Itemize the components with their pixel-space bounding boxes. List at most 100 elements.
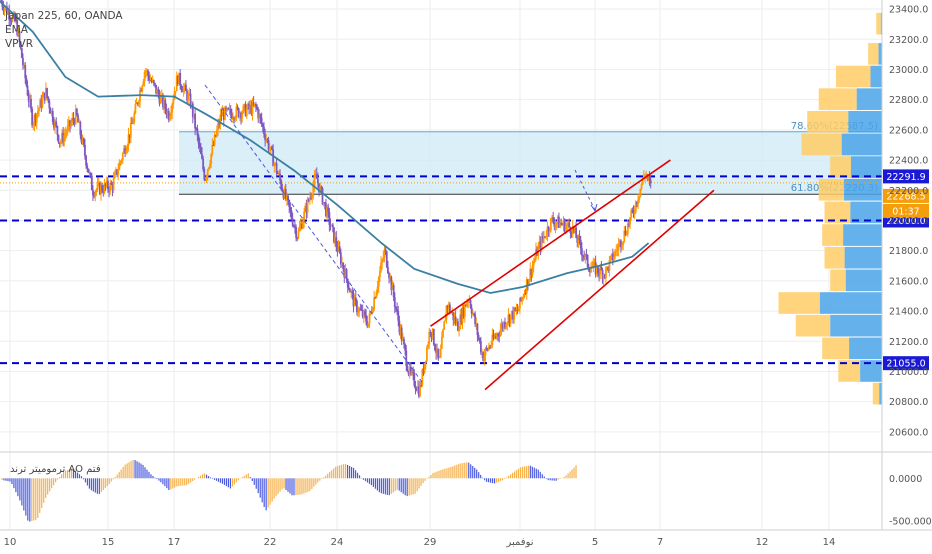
axes [0, 0, 932, 531]
candle-body [229, 108, 232, 114]
candle-body [0, 0, 3, 2]
candle-body [599, 266, 602, 275]
candle-body [350, 291, 353, 293]
candle-body [256, 106, 258, 110]
candle-body [404, 344, 407, 351]
candle-body [112, 178, 115, 191]
candle-body [343, 268, 346, 278]
candle-body [616, 249, 619, 251]
price-tick-label: 23200.0 [889, 35, 928, 46]
candle-body [397, 310, 400, 321]
candle-body [319, 186, 322, 193]
candle-body [471, 313, 474, 315]
candle-body [508, 314, 511, 324]
candle-body [341, 262, 343, 265]
candle-body [8, 11, 11, 20]
time-tick-label: 22 [264, 537, 277, 548]
candle-body [222, 111, 225, 120]
candle-body [522, 296, 525, 298]
candle-body [69, 120, 71, 127]
candle-body [226, 108, 229, 111]
candle-body [364, 311, 366, 315]
candle-body [528, 279, 530, 286]
candle-body [63, 134, 66, 142]
vp-bar-orange [868, 43, 879, 65]
candle-body [237, 108, 240, 118]
candle-body [631, 210, 634, 212]
candle-body [251, 102, 254, 115]
candle-body [178, 72, 180, 84]
candle-body [381, 260, 384, 263]
indicator-vpvr[interactable]: VPVR [5, 38, 33, 50]
candle-body [15, 20, 17, 22]
candle-body [523, 292, 526, 297]
candle-body [516, 309, 519, 312]
channel-lower-line [484, 189, 715, 391]
candle-body [87, 168, 90, 173]
candle-body [443, 321, 446, 330]
vp-bar-orange [778, 292, 820, 314]
candle-body [58, 142, 61, 144]
candle-body [280, 180, 283, 189]
candle-body [418, 386, 420, 397]
candle-body [424, 360, 427, 363]
candle-body [71, 118, 74, 123]
candle-body [105, 180, 108, 187]
candle-body [455, 321, 458, 324]
vp-bar-orange [801, 133, 842, 156]
candle-body [318, 183, 320, 193]
candle-body [563, 220, 566, 232]
candle-body [477, 335, 480, 339]
candle-body [578, 236, 581, 240]
candle-body [198, 143, 201, 147]
volume-profile [778, 12, 882, 405]
candle-body [501, 324, 504, 329]
candle-body [163, 100, 166, 108]
candle-body [86, 165, 89, 169]
candle-body [67, 120, 70, 126]
candle-body [385, 251, 388, 267]
candle-body [428, 332, 431, 345]
candle-body [174, 90, 177, 93]
candle-body [642, 176, 645, 178]
indicator-ema[interactable]: EMA [5, 24, 28, 36]
candle-body [9, 19, 12, 21]
candle-body [360, 309, 363, 311]
candle-body [216, 129, 218, 137]
vp-bar-orange [838, 360, 861, 382]
candle-body [70, 122, 73, 127]
candle-body [57, 134, 60, 143]
candle-body [454, 316, 457, 324]
candle-body [219, 114, 222, 125]
candle-body [148, 75, 151, 81]
price-tick-label: 21200.0 [889, 337, 928, 348]
candle-body [252, 102, 255, 106]
candle-body [559, 223, 561, 228]
candle-body [649, 180, 652, 184]
candle-body [272, 149, 275, 167]
candle-body [507, 314, 510, 323]
candle-body [31, 108, 34, 126]
candle-body [64, 133, 67, 135]
symbol-title[interactable]: Japan 225, 60, OANDA [5, 10, 123, 22]
candle-body [104, 183, 107, 187]
candle-body [409, 366, 412, 372]
vp-bar-blue [849, 337, 882, 360]
candle-body [434, 344, 436, 351]
candle-body [180, 85, 183, 90]
candle-body [492, 334, 495, 339]
candle-body [302, 221, 304, 229]
candle-body [337, 246, 340, 252]
candle-body [460, 314, 463, 323]
candle-body [338, 246, 341, 253]
candle-body [133, 113, 136, 123]
candle-body [245, 108, 248, 117]
candle-body [36, 110, 39, 114]
candle-body [259, 114, 262, 119]
candle-body [422, 369, 425, 373]
vp-bar-blue [844, 178, 882, 201]
candle-body [493, 336, 496, 339]
candle-body [296, 237, 299, 239]
candle-body [246, 103, 249, 109]
